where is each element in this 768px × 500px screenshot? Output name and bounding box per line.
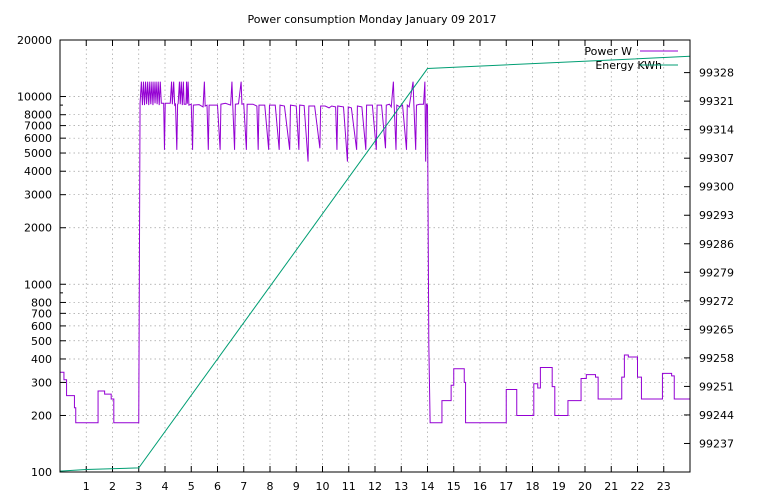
x-tick-label: 15 xyxy=(447,480,461,493)
x-tick-label: 23 xyxy=(657,480,671,493)
y-right-tick-label: 99258 xyxy=(699,352,734,365)
y-left-tick-label: 4000 xyxy=(24,165,52,178)
x-tick-label: 17 xyxy=(499,480,513,493)
y-right-tick-label: 99314 xyxy=(699,124,734,137)
y-right-tick-label: 99286 xyxy=(699,238,734,251)
x-tick-label: 14 xyxy=(421,480,435,493)
x-tick-label: 3 xyxy=(135,480,142,493)
x-tick-label: 4 xyxy=(162,480,169,493)
y-right-tick-label: 99307 xyxy=(699,152,734,165)
y-right-tick-label: 99300 xyxy=(699,181,734,194)
series-line-energy xyxy=(59,55,691,472)
y-left-tick-label: 600 xyxy=(31,320,52,333)
y-right-tick-label: 99279 xyxy=(699,266,734,279)
x-tick-label: 2 xyxy=(109,480,116,493)
y-left-tick-label: 100 xyxy=(31,466,52,479)
y-left-tick-label: 5000 xyxy=(24,147,52,160)
x-tick-label: 9 xyxy=(293,480,300,493)
y-left-tick-label: 500 xyxy=(31,335,52,348)
x-tick-label: 13 xyxy=(394,480,408,493)
y-right-tick-label: 99293 xyxy=(699,209,734,222)
y-left-tick-label: 20000 xyxy=(17,34,52,47)
y-right-tick-label: 99251 xyxy=(699,380,734,393)
y-left-tick-label: 7000 xyxy=(24,120,52,133)
y-right-tick-label: 99244 xyxy=(699,409,734,422)
series-line-power xyxy=(60,81,690,424)
x-tick-label: 20 xyxy=(578,480,592,493)
x-tick-label: 16 xyxy=(473,480,487,493)
x-tick-label: 12 xyxy=(368,480,382,493)
y-right-tick-label: 99272 xyxy=(699,295,734,308)
y-left-tick-label: 1000 xyxy=(24,278,52,291)
x-tick-label: 5 xyxy=(188,480,195,493)
plot-frame xyxy=(59,39,691,473)
chart-title: Power consumption Monday January 09 2017 xyxy=(247,13,496,26)
legend-label-power: Power W xyxy=(584,45,632,58)
y-right-tick-label: 99328 xyxy=(699,67,734,80)
y-left-tick-label: 3000 xyxy=(24,189,52,202)
x-tick-label: 18 xyxy=(526,480,540,493)
x-tick-label: 10 xyxy=(316,480,330,493)
y-right-tick-label: 99321 xyxy=(699,95,734,108)
x-tick-label: 6 xyxy=(214,480,221,493)
x-tick-label: 19 xyxy=(552,480,566,493)
y-left-tick-label: 800 xyxy=(31,296,52,309)
x-tick-label: 7 xyxy=(240,480,247,493)
series-lines xyxy=(59,55,691,472)
y-left-tick-label: 6000 xyxy=(24,132,52,145)
y-left-tick-label: 200 xyxy=(31,409,52,422)
y-right-tick-label: 99265 xyxy=(699,323,734,336)
legend: Power W Energy KWh xyxy=(584,45,678,72)
grid-lines xyxy=(60,40,690,472)
y-left-tick-label: 10000 xyxy=(17,91,52,104)
x-tick-label: 11 xyxy=(342,480,356,493)
legend-label-energy: Energy KWh xyxy=(595,59,662,72)
x-tick-label: 1 xyxy=(83,480,90,493)
x-tick-label: 21 xyxy=(604,480,618,493)
y-left-tick-label: 300 xyxy=(31,376,52,389)
y-left-tick-label: 700 xyxy=(31,307,52,320)
x-axis-ticks: 1 2 3 4 5 6 7 8 9 10 11 12 13 14 15 16 17 18 19 20 21 22 23 xyxy=(83,40,671,493)
x-tick-label: 8 xyxy=(267,480,274,493)
y-left-tick-label: 8000 xyxy=(24,109,52,122)
y-left-tick-label: 2000 xyxy=(24,222,52,235)
y-left-tick-label: 400 xyxy=(31,353,52,366)
x-tick-label: 22 xyxy=(631,480,645,493)
y-right-tick-label: 99237 xyxy=(699,437,734,450)
y-right-axis-ticks: 99237 99244 99251 99258 99265 99272 99279 99286… xyxy=(684,67,734,450)
